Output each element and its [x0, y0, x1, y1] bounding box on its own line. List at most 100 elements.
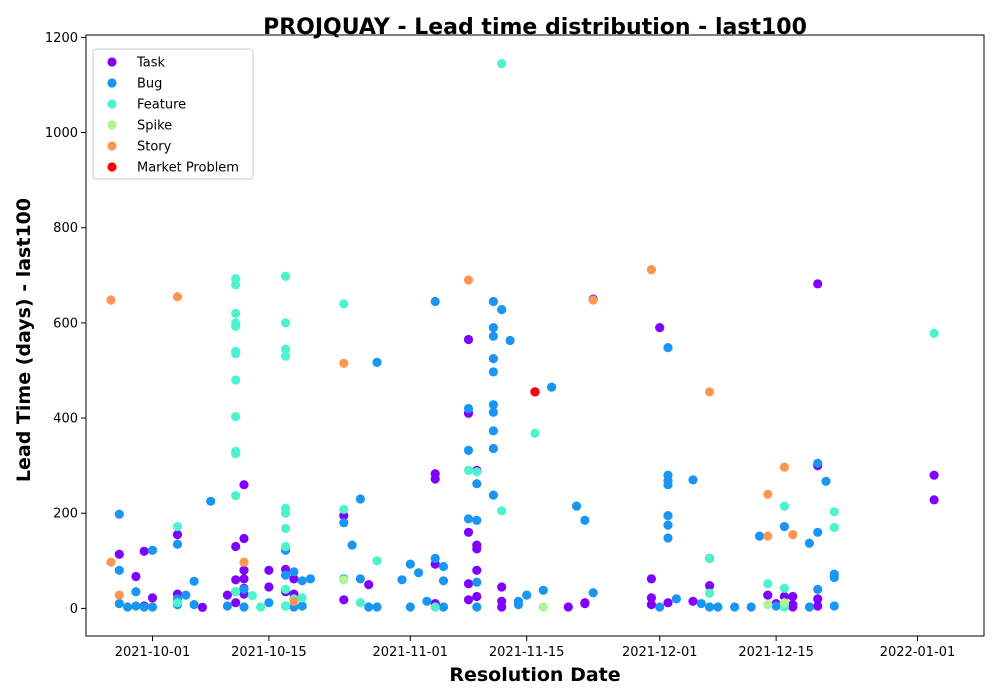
point-task — [655, 323, 665, 333]
point-task — [147, 593, 158, 603]
point-feature — [339, 504, 349, 514]
point-bug — [488, 367, 498, 377]
point-task — [563, 602, 573, 612]
point-bug — [713, 602, 723, 612]
x-axis-label: Resolution Date — [449, 664, 620, 686]
point-bug — [264, 598, 274, 608]
point-bug — [172, 539, 183, 549]
point-task — [813, 279, 823, 289]
point-feature — [339, 299, 349, 309]
legend-label: Feature — [137, 98, 186, 113]
point-task — [239, 565, 249, 575]
x-tick-label: 2021-12-01 — [622, 645, 698, 660]
point-feature — [231, 321, 241, 331]
point-bug — [472, 515, 482, 526]
point-feature — [281, 541, 291, 552]
point-bug — [547, 382, 557, 392]
point-story — [106, 295, 116, 305]
point-bug — [355, 574, 365, 584]
point-feature — [763, 579, 773, 589]
point-task — [139, 546, 149, 556]
point-bug — [696, 599, 706, 609]
point-bug — [829, 601, 839, 611]
point-bug — [189, 576, 199, 586]
point-bug — [297, 576, 307, 586]
point-bug — [364, 602, 374, 612]
legend-marker — [107, 57, 117, 67]
y-axis-ticks: 0 200 400 600 800 1000 1200 — [45, 31, 86, 617]
point-feature — [829, 507, 839, 517]
point-bug — [754, 531, 765, 541]
y-axis-label: Lead Time (days) - last100 — [13, 198, 35, 482]
point-feature — [430, 602, 440, 612]
point-feature — [281, 508, 291, 518]
point-bug — [147, 602, 158, 612]
point-task — [430, 474, 440, 484]
point-bug — [372, 602, 382, 612]
legend-marker — [107, 99, 117, 109]
point-feature — [231, 308, 241, 318]
point-task — [114, 549, 124, 559]
point-story — [779, 462, 790, 472]
point-bug — [147, 545, 158, 555]
point-spike — [763, 600, 773, 610]
point-story — [289, 596, 299, 606]
point-feature — [247, 591, 257, 601]
point-bug — [572, 501, 582, 511]
point-task — [580, 599, 590, 609]
point-bug — [746, 602, 756, 612]
point-bug — [813, 584, 823, 595]
point-bug — [289, 567, 299, 577]
point-feature — [779, 501, 790, 511]
point-market-problem — [530, 387, 540, 397]
point-bug — [505, 335, 515, 346]
point-feature — [497, 59, 507, 69]
point-bug — [438, 561, 449, 572]
point-feature — [231, 349, 241, 359]
point-bug — [131, 601, 141, 611]
point-feature — [281, 351, 291, 361]
point-task — [231, 598, 241, 608]
point-bug — [488, 400, 498, 410]
point-bug — [829, 572, 839, 583]
point-bug — [655, 602, 665, 612]
point-bug — [430, 553, 440, 564]
point-bug — [114, 565, 124, 575]
point-bug — [804, 538, 815, 548]
point-bug — [488, 296, 498, 307]
point-feature — [779, 583, 790, 594]
legend: Task Bug Feature Spike Story Market Problem — [92, 48, 254, 180]
point-bug — [206, 496, 216, 506]
point-bug — [671, 594, 682, 604]
point-bug — [222, 601, 232, 611]
point-feature — [705, 588, 715, 598]
point-story — [646, 265, 657, 275]
point-bug — [771, 601, 781, 611]
point-bug — [705, 602, 715, 612]
point-bug — [663, 510, 673, 521]
point-feature — [530, 428, 540, 438]
point-feature — [231, 280, 241, 290]
point-feature — [281, 318, 291, 328]
point-bug — [488, 443, 498, 454]
point-task — [463, 334, 474, 345]
point-task — [197, 602, 207, 613]
point-bug — [131, 587, 141, 597]
point-bug — [438, 576, 449, 586]
y-tick-label: 800 — [53, 221, 78, 236]
point-story — [172, 292, 183, 302]
point-feature — [172, 522, 183, 532]
point-feature — [231, 449, 241, 459]
y-tick-label: 0 — [70, 602, 78, 617]
point-story — [239, 557, 249, 567]
point-bug — [281, 570, 291, 580]
point-bug — [114, 599, 124, 609]
point-bug — [663, 480, 673, 490]
x-tick-label: 2021-12-15 — [738, 645, 814, 660]
y-tick-label: 200 — [53, 507, 78, 522]
point-feature — [281, 523, 291, 534]
legend-marker — [107, 78, 117, 88]
point-story — [705, 387, 715, 397]
point-bug — [538, 585, 548, 595]
point-feature — [472, 467, 482, 477]
